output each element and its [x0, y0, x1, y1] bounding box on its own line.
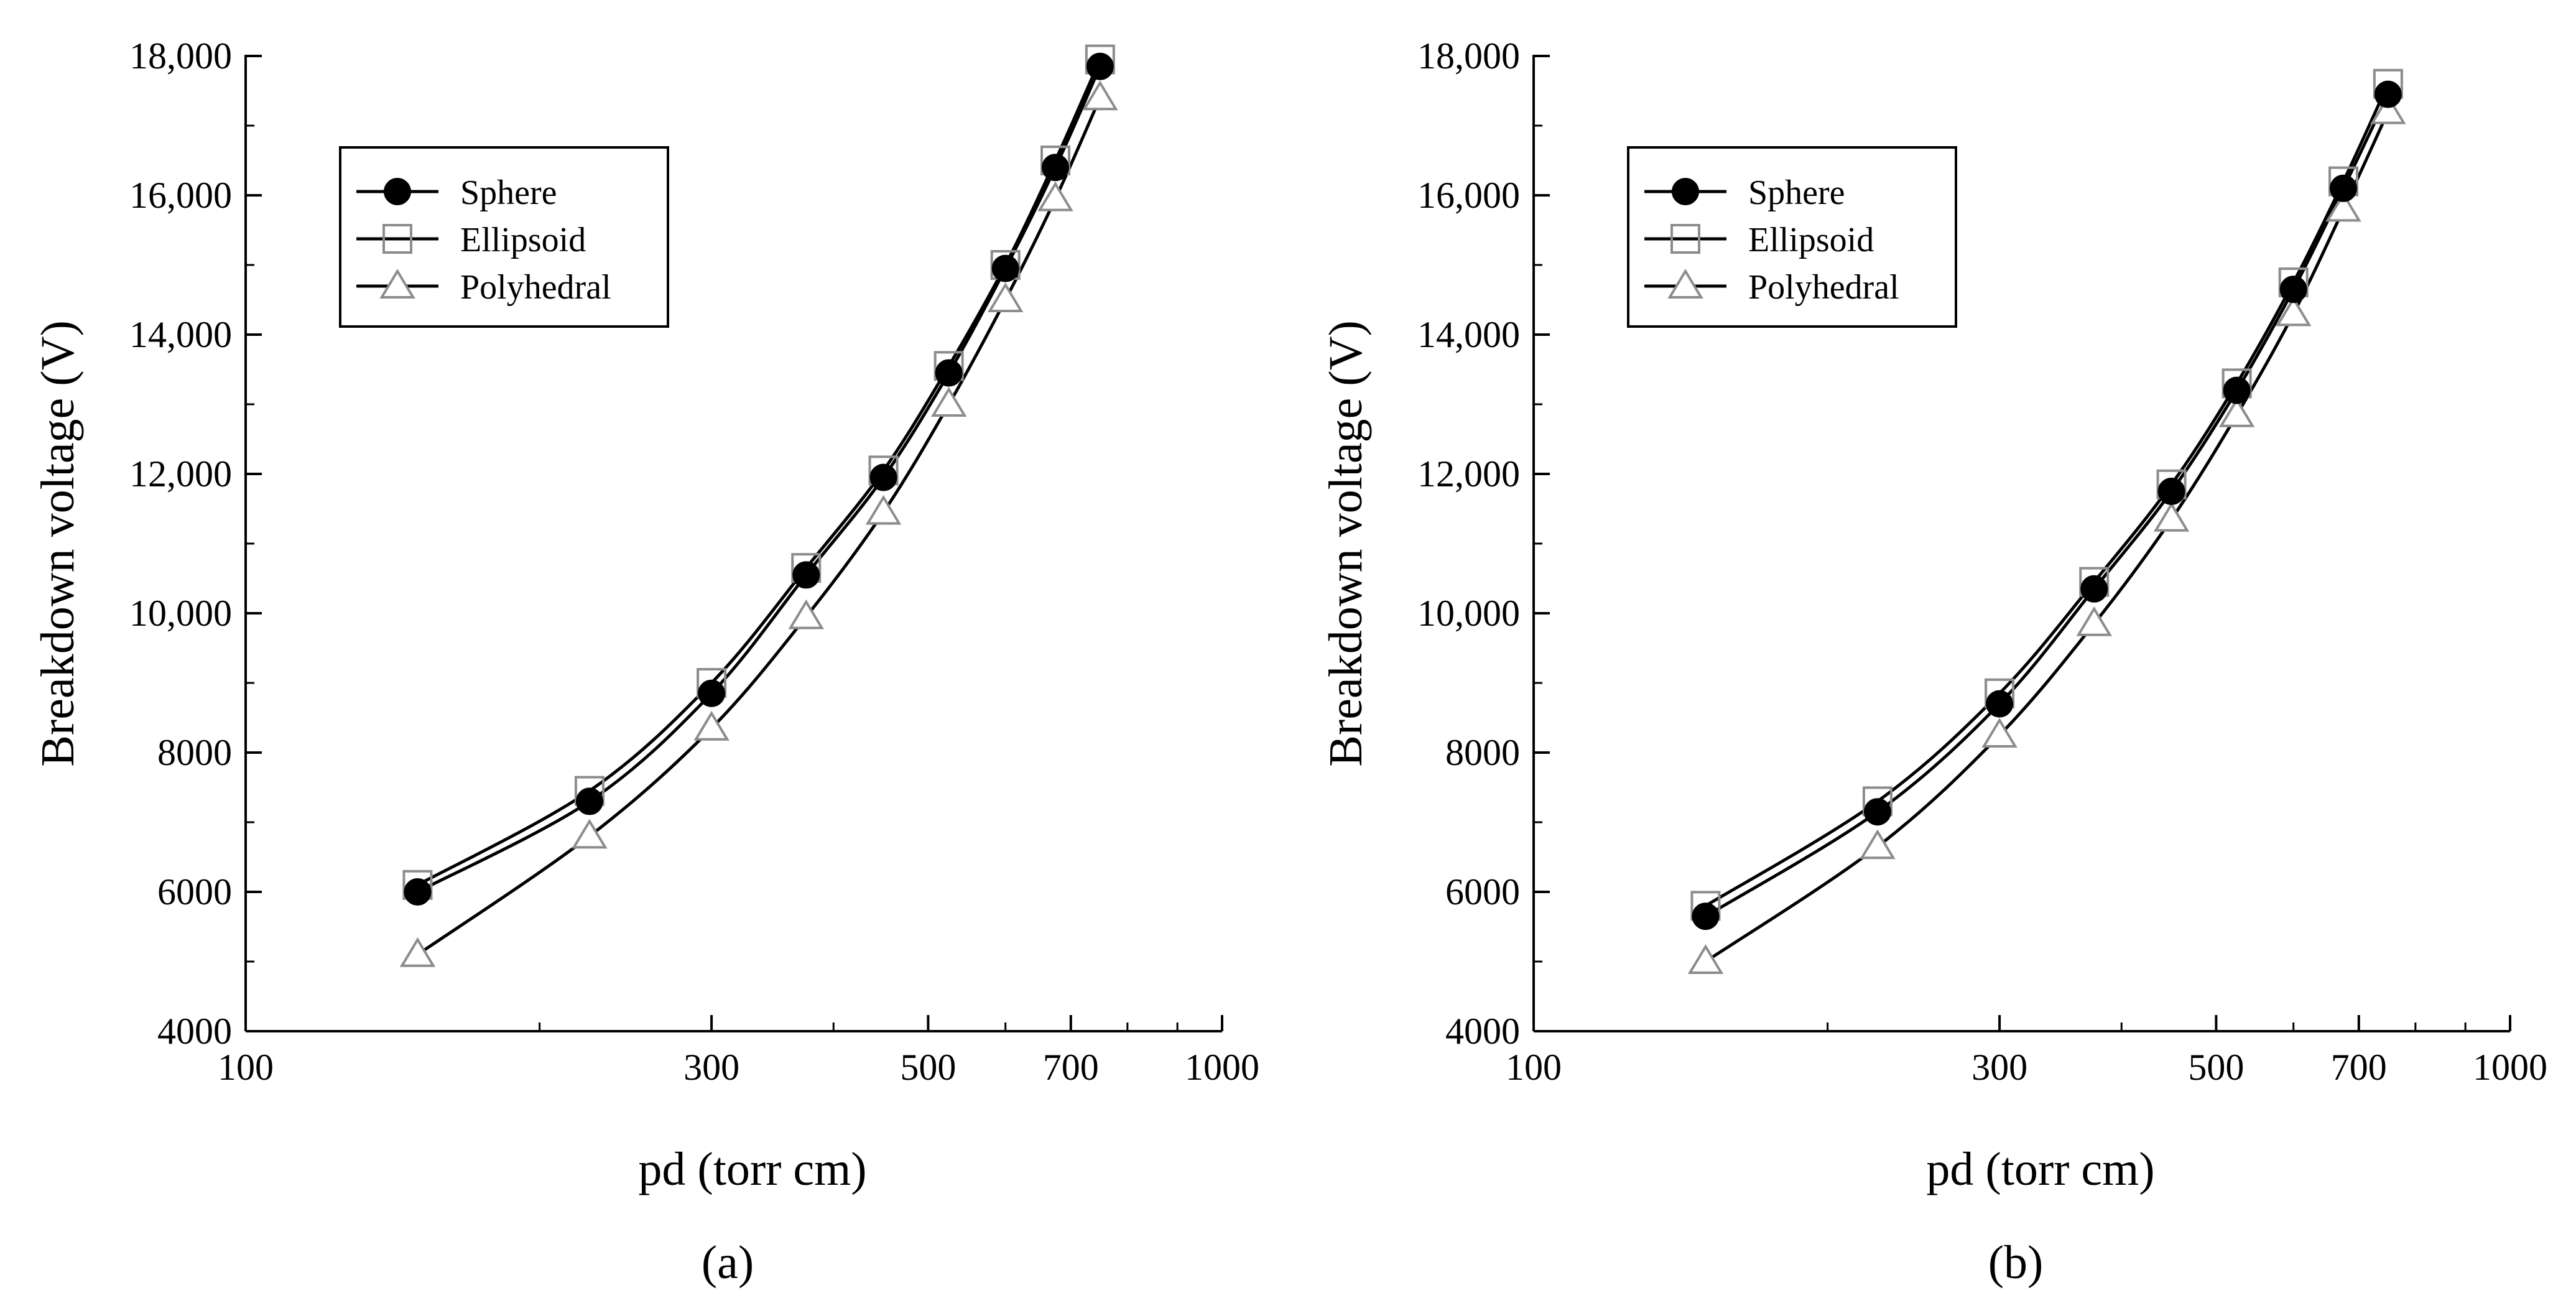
y-tick-label: 14,000	[1417, 314, 1520, 355]
x-tick-label: 300	[1971, 1047, 2027, 1088]
legend: Sphere Ellipsoid Polyhedral	[339, 146, 669, 328]
y-tick-label: 6000	[157, 871, 232, 912]
data-point-sphere	[991, 254, 1019, 282]
legend-label-sphere: Sphere	[460, 174, 557, 212]
data-point-sphere	[792, 561, 820, 589]
chart-panel-a: 4000 6000 8000 10,000 12,000 14,000 16,000 18,0…	[32, 35, 1259, 1289]
data-point-polyhedral	[987, 282, 1024, 312]
x-tick-label: 300	[683, 1047, 739, 1088]
legend-label-polyhedral: Polyhedral	[460, 268, 611, 307]
data-point-sphere	[575, 787, 603, 815]
data-point-sphere	[2279, 276, 2307, 304]
data-point-polyhedral	[1687, 944, 1724, 974]
legend-marker-ellipsoid	[1670, 224, 1700, 254]
data-point-polyhedral	[2275, 296, 2312, 327]
legend-label-ellipsoid: Ellipsoid	[460, 221, 586, 259]
data-point-sphere	[869, 463, 897, 491]
data-point-polyhedral	[2325, 192, 2361, 222]
legend-label-polyhedral: Polyhedral	[1748, 268, 1899, 307]
data-point-polyhedral	[399, 937, 436, 967]
y-axis-title: Breakdown voltage (V)	[1320, 320, 1372, 767]
series-markers-sphere	[1692, 80, 2402, 930]
legend-marker-ellipsoid	[382, 224, 412, 254]
x-axis-title: pd (torr cm)	[638, 1143, 866, 1195]
y-tick-label: 18,000	[129, 35, 232, 77]
chart-panel-b: 4000 6000 8000 10,000 12,000 14,000 16,000 18,0…	[1320, 35, 2547, 1289]
legend-label-sphere: Sphere	[1748, 174, 1845, 212]
y-tick-label: 8000	[157, 732, 232, 773]
y-tick-label: 4000	[157, 1011, 232, 1052]
data-point-sphere	[1986, 690, 2014, 718]
y-tick-label: 16,000	[129, 175, 232, 216]
data-point-sphere	[1042, 154, 1070, 182]
series-line-polyhedral	[417, 97, 1102, 956]
data-point-sphere	[1692, 902, 1720, 930]
data-point-polyhedral	[2153, 501, 2190, 532]
data-point-sphere	[698, 679, 726, 707]
panel-label: (b)	[1988, 1236, 2044, 1289]
legend-marker-sphere	[384, 178, 411, 205]
x-tick-label: 1000	[2473, 1047, 2547, 1088]
data-point-sphere	[2223, 376, 2251, 404]
y-tick-label: 12,000	[129, 453, 232, 494]
data-point-polyhedral	[930, 387, 967, 417]
series-line-sphere	[1705, 93, 2390, 918]
y-tick-label: 10,000	[1417, 593, 1520, 634]
legend-marker-polyhedral	[1667, 269, 1703, 299]
data-point-sphere	[1086, 52, 1114, 80]
data-point-polyhedral	[865, 494, 902, 525]
y-tick-label: 12,000	[1417, 453, 1520, 494]
data-point-polyhedral	[2218, 397, 2255, 427]
data-point-sphere	[935, 359, 963, 387]
legend-marker-polyhedral	[379, 269, 415, 299]
y-tick-label: 8000	[1445, 732, 1520, 773]
data-point-sphere	[2330, 174, 2358, 202]
series-line-polyhedral	[1705, 111, 2390, 963]
y-axis-title: Breakdown voltage (V)	[32, 320, 84, 767]
data-point-sphere	[404, 878, 432, 906]
data-point-polyhedral	[1037, 181, 1073, 211]
x-tick-label: 100	[1506, 1047, 1562, 1088]
x-axis-title: pd (torr cm)	[1926, 1143, 2154, 1195]
series-markers-polyhedral	[399, 80, 1118, 967]
data-point-polyhedral	[693, 710, 730, 741]
series-markers-polyhedral	[1687, 94, 2406, 974]
data-point-polyhedral	[2076, 606, 2112, 636]
x-tick-label: 1000	[1185, 1047, 1259, 1088]
series-line-sphere	[417, 65, 1102, 894]
data-point-polyhedral	[2370, 94, 2406, 124]
legend-label-ellipsoid: Ellipsoid	[1748, 221, 1874, 259]
y-tick-label: 4000	[1445, 1011, 1520, 1052]
data-point-sphere	[2080, 575, 2108, 603]
y-tick-label: 16,000	[1417, 175, 1520, 216]
data-point-sphere	[1863, 798, 1891, 826]
series-line-ellipsoid	[417, 58, 1102, 886]
x-tick-label: 100	[218, 1047, 274, 1088]
data-point-polyhedral	[788, 599, 824, 629]
panel-label: (a)	[702, 1236, 754, 1289]
series-markers-sphere	[404, 52, 1114, 906]
y-tick-label: 18,000	[1417, 35, 1520, 77]
legend: Sphere Ellipsoid Polyhedral	[1627, 146, 1957, 328]
x-tick-label: 500	[2188, 1047, 2244, 1088]
data-point-polyhedral	[1981, 718, 2018, 748]
x-tick-label: 500	[900, 1047, 956, 1088]
y-tick-label: 14,000	[129, 314, 232, 355]
data-point-polyhedral	[572, 818, 608, 849]
x-tick-label: 700	[2331, 1047, 2387, 1088]
data-point-sphere	[2374, 80, 2402, 108]
y-tick-label: 6000	[1445, 871, 1520, 912]
y-tick-label: 10,000	[129, 593, 232, 634]
data-point-polyhedral	[1082, 80, 1118, 111]
data-point-sphere	[2157, 478, 2185, 505]
x-tick-label: 700	[1043, 1047, 1099, 1088]
data-point-polyhedral	[1860, 829, 1896, 860]
legend-marker-sphere	[1672, 178, 1699, 205]
series-line-ellipsoid	[1705, 83, 2390, 907]
